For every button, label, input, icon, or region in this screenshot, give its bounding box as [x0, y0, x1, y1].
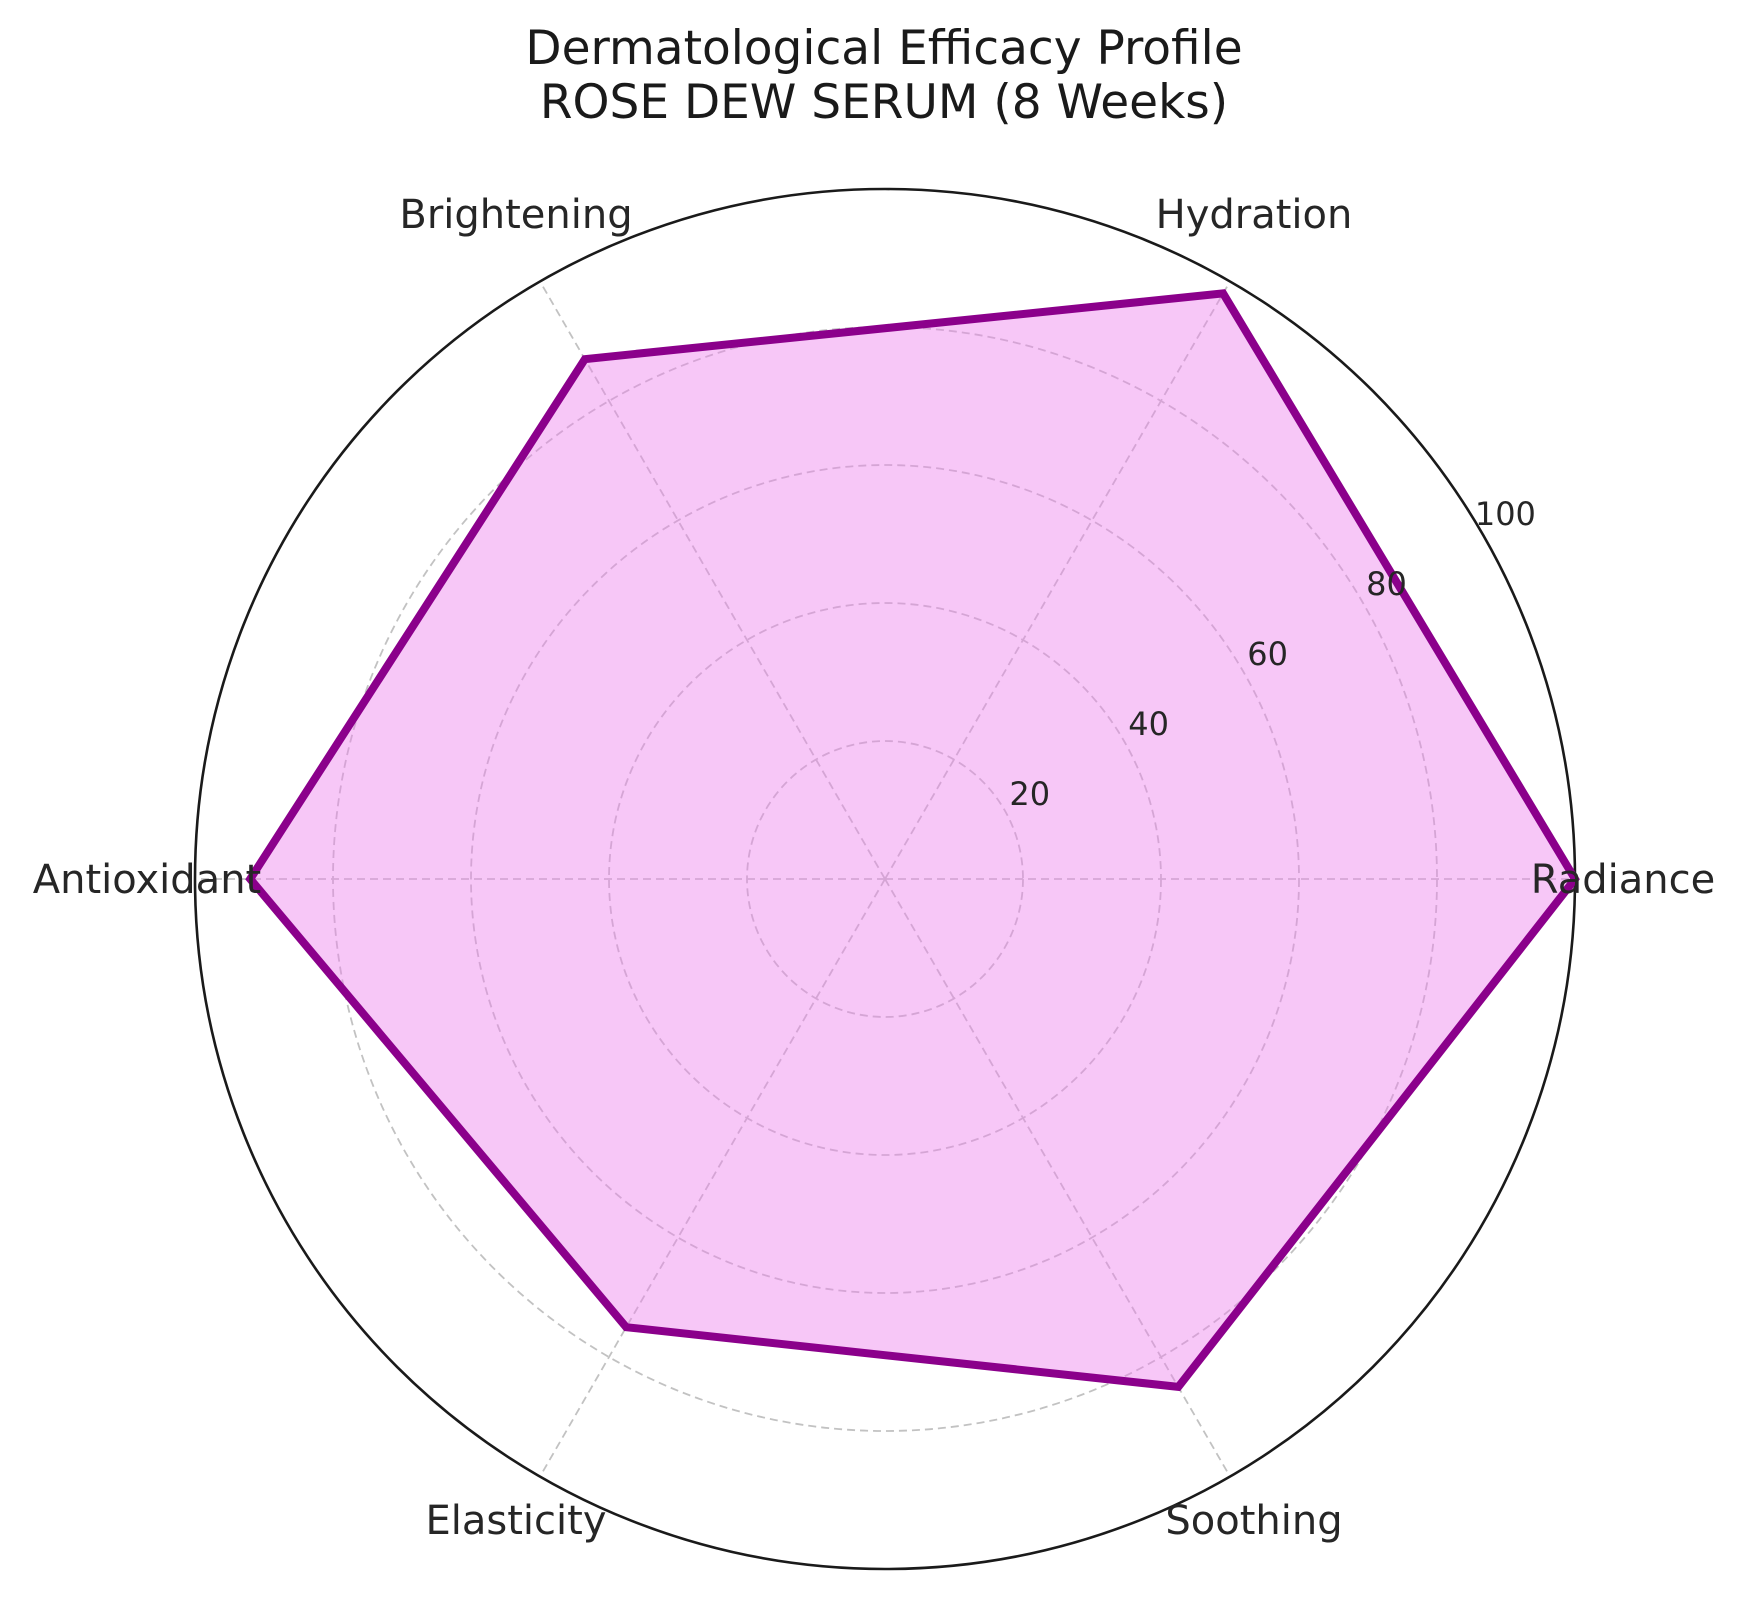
- radial-tick-label-20: 20: [1009, 775, 1050, 813]
- category-label-hydration: Hydration: [1156, 192, 1353, 238]
- radial-tick-label-40: 40: [1128, 705, 1169, 743]
- category-label-soothing: Soothing: [1165, 1498, 1342, 1544]
- axis-spoke-soothing: [884, 878, 1231, 1478]
- radial-gridline: [470, 464, 1300, 1294]
- axis-spoke-hydration: [884, 280, 1231, 880]
- category-label-elasticity: Elasticity: [426, 1498, 607, 1544]
- data-polygon: [245, 289, 1580, 1392]
- axis-spoke-elasticity: [539, 878, 886, 1478]
- axis-spoke-brightening: [539, 280, 886, 880]
- category-label-brightening: Brightening: [399, 192, 632, 238]
- chart-title-line-1: Dermatological Efficacy Profile: [525, 21, 1242, 76]
- radial-tick-label-80: 80: [1366, 565, 1407, 603]
- radial-tick-label-60: 60: [1247, 635, 1288, 673]
- label-layer: 20 40 60 80 100 Radiance Hydration Brightening A…: [33, 192, 1715, 1544]
- data-polygon-layer: [245, 289, 1580, 1392]
- category-label-antioxidant: Antioxidant: [33, 857, 261, 903]
- radial-tick-label-100: 100: [1475, 495, 1536, 533]
- chart-title-line-2: ROSE DEW SERUM (8 Weeks): [540, 75, 1228, 130]
- category-label-radiance: Radiance: [1531, 857, 1715, 903]
